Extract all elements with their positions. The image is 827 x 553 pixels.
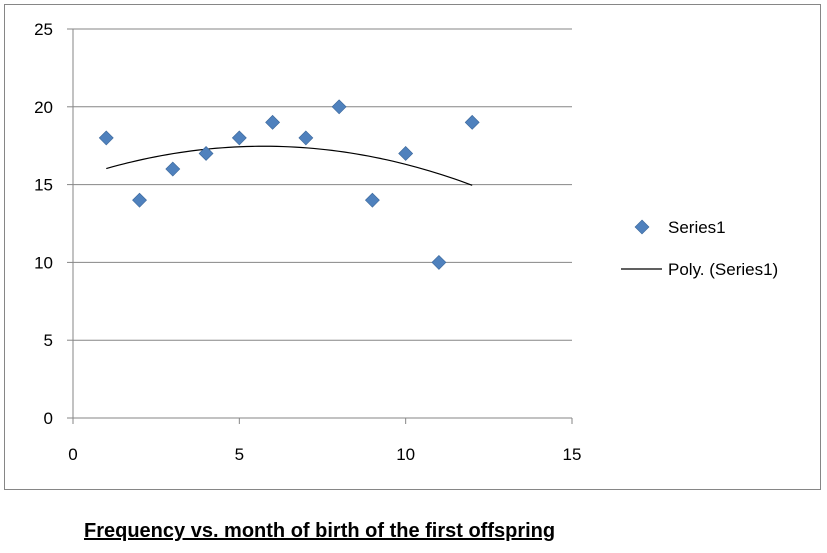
trendline	[106, 145, 473, 186]
axes	[67, 28, 573, 424]
data-point-3	[165, 161, 181, 177]
legend-label-trendline: Poly. (Series1)	[668, 260, 778, 279]
trendline-layer	[106, 145, 473, 186]
grid-lines	[73, 28, 572, 341]
legend-label-series1: Series1	[668, 218, 726, 237]
chart-caption: Frequency vs. month of birth of the firs…	[84, 520, 556, 542]
x-tick-label-0: 0	[68, 445, 77, 464]
data-point-10	[398, 146, 414, 161]
x-tick-label-15: 15	[563, 445, 582, 464]
data-point-1	[98, 130, 114, 146]
data-point-11	[431, 254, 447, 270]
legend-marker-series1	[634, 219, 650, 235]
chart-frame	[4, 4, 821, 490]
data-point-4	[198, 146, 214, 161]
tick-labels: 0 5 10 15 20 25 0 5 10 15	[34, 20, 581, 464]
y-tick-label-10: 10	[34, 253, 53, 272]
data-point-8	[331, 99, 347, 115]
data-point-5	[231, 130, 247, 146]
data-point-12	[464, 114, 480, 130]
data-point-6	[265, 114, 281, 130]
data-point-9	[364, 192, 380, 208]
y-tick-label-0: 0	[44, 409, 53, 428]
data-point-7	[298, 130, 314, 146]
data-point-2	[132, 192, 147, 208]
y-tick-label-15: 15	[34, 176, 53, 195]
y-tick-label-25: 25	[34, 20, 53, 39]
y-tick-label-20: 20	[34, 98, 53, 117]
scatter-chart: 0 5 10 15 20 25 0 5 10 15 Series1 Poly. (Series1)	[34, 20, 778, 464]
x-tick-label-5: 5	[235, 445, 244, 464]
y-tick-label-5: 5	[44, 331, 53, 350]
data-points	[98, 99, 480, 270]
legend: Series1 Poly. (Series1)	[621, 218, 778, 279]
x-tick-label-10: 10	[396, 445, 415, 464]
